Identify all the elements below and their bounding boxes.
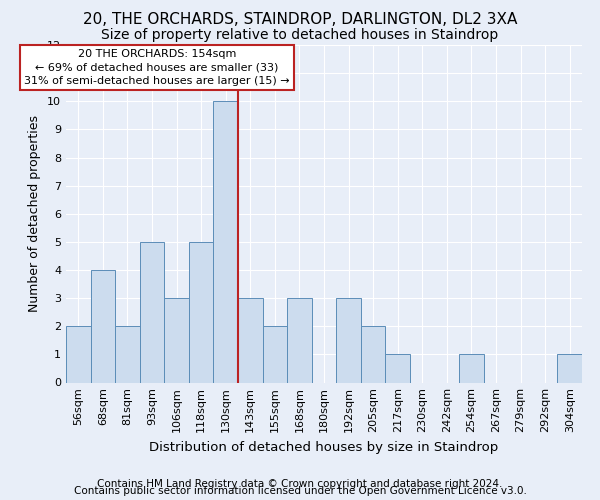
Text: Contains public sector information licensed under the Open Government Licence v3: Contains public sector information licen…	[74, 486, 526, 496]
Bar	[287, 298, 312, 382]
Bar	[459, 354, 484, 382]
Bar	[361, 326, 385, 382]
Y-axis label: Number of detached properties: Number of detached properties	[28, 116, 41, 312]
Bar	[263, 326, 287, 382]
Bar	[336, 298, 361, 382]
Bar	[91, 270, 115, 382]
Bar	[238, 298, 263, 382]
Text: Size of property relative to detached houses in Staindrop: Size of property relative to detached ho…	[101, 28, 499, 42]
Bar	[164, 298, 189, 382]
Text: Contains HM Land Registry data © Crown copyright and database right 2024.: Contains HM Land Registry data © Crown c…	[97, 479, 503, 489]
Bar	[557, 354, 582, 382]
Bar	[115, 326, 140, 382]
Text: 20 THE ORCHARDS: 154sqm
← 69% of detached houses are smaller (33)
31% of semi-de: 20 THE ORCHARDS: 154sqm ← 69% of detache…	[24, 49, 290, 86]
Bar	[385, 354, 410, 382]
Bar	[66, 326, 91, 382]
Bar	[189, 242, 214, 382]
Bar	[214, 101, 238, 382]
Bar	[140, 242, 164, 382]
Text: 20, THE ORCHARDS, STAINDROP, DARLINGTON, DL2 3XA: 20, THE ORCHARDS, STAINDROP, DARLINGTON,…	[83, 12, 517, 28]
X-axis label: Distribution of detached houses by size in Staindrop: Distribution of detached houses by size …	[149, 441, 499, 454]
